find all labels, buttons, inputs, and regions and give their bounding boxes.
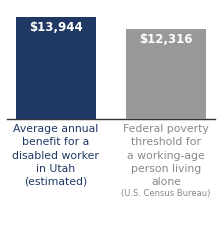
Text: $13,944: $13,944 bbox=[29, 21, 83, 34]
Bar bbox=[16, 18, 95, 119]
Text: Federal poverty
threshold for
a working-age
person living
alone: Federal poverty threshold for a working-… bbox=[123, 124, 209, 186]
Text: Average annual
benefit for a
disabled worker
in Utah
(estimated): Average annual benefit for a disabled wo… bbox=[12, 124, 99, 186]
Text: $12,316: $12,316 bbox=[139, 33, 193, 46]
Bar bbox=[127, 30, 206, 119]
Text: (U.S. Census Bureau): (U.S. Census Bureau) bbox=[121, 189, 211, 198]
